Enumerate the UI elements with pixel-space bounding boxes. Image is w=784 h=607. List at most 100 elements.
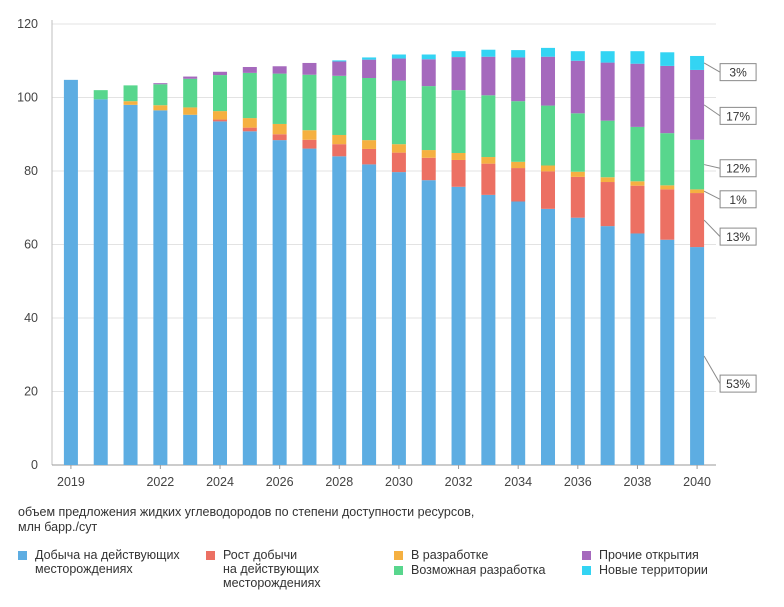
bar-segment-2020-s0	[93, 99, 108, 466]
bar-segment-2038-s2	[630, 181, 645, 186]
bar-segment-2036-s4	[570, 60, 585, 114]
legend-swatch	[394, 566, 403, 575]
bar-segment-2022-s2	[153, 105, 168, 111]
bar-segment-2034-s5	[511, 50, 526, 58]
bar-segment-2037-s3	[600, 120, 615, 178]
bar-segment-2028-s4	[332, 61, 347, 76]
bar-segment-2033-s0	[481, 194, 496, 465]
bar-segment-2024-s2	[212, 111, 228, 120]
bar-segment-2037-s5	[600, 51, 615, 63]
bar-segment-2029-s3	[362, 78, 377, 141]
x-tick-label: 2036	[564, 475, 592, 489]
bar-segment-2024-s4	[212, 71, 228, 76]
bar-segment-2024-s0	[212, 121, 228, 465]
legend-swatch	[18, 551, 27, 560]
bar-segment-2035-s5	[540, 47, 556, 57]
bar-segment-2033-s4	[481, 56, 496, 96]
bar-segment-2034-s3	[511, 101, 526, 162]
bar-segment-2023-s3	[183, 78, 198, 108]
bar-segment-2021-s0	[123, 104, 138, 465]
bar-segment-2031-s2	[421, 150, 436, 158]
bar-segment-2030-s2	[391, 144, 406, 153]
bar-segment-2025-s3	[242, 72, 257, 119]
bar-segment-2027-s2	[302, 130, 317, 140]
bar-segment-2038-s0	[630, 233, 645, 465]
y-tick-label: 100	[17, 91, 38, 105]
bar-segment-2019-s0	[63, 79, 78, 466]
annotation-box	[719, 63, 757, 82]
bar-segment-2031-s5	[421, 54, 436, 60]
legend-label: Прочие открытия	[599, 548, 699, 562]
bar-segment-2029-s2	[362, 140, 377, 149]
bar-segment-2031-s1	[421, 157, 436, 181]
bar-segment-2040-s1	[690, 193, 705, 248]
legend-label: Добыча на действующих месторождениях	[35, 548, 180, 576]
bar-segment-2027-s4	[302, 62, 317, 75]
bar-segment-2039-s0	[660, 239, 675, 465]
annotation-label: 13%	[726, 230, 750, 244]
bar-segment-2039-s5	[660, 52, 675, 66]
annotation-label: 17%	[726, 109, 750, 123]
bar-segment-2034-s1	[511, 168, 526, 202]
x-tick-label: 2040	[683, 475, 711, 489]
bar-segment-2033-s2	[481, 157, 496, 164]
bar-segment-2027-s1	[302, 139, 317, 149]
annotation-leader	[703, 219, 721, 237]
annotation-box	[719, 159, 757, 178]
x-tick-label: 2019	[57, 475, 85, 489]
bar-segment-2031-s4	[421, 59, 436, 87]
legend-swatch	[582, 551, 591, 560]
bar-segment-2032-s0	[451, 186, 466, 466]
bar-segment-2025-s2	[242, 118, 257, 128]
bar-segment-2024-s3	[212, 75, 228, 112]
bar-segment-2037-s2	[600, 177, 615, 183]
bar-segment-2033-s3	[481, 95, 496, 158]
chart-legend: Добыча на действующих месторождениях Рос…	[18, 546, 778, 606]
bar-segment-2025-s4	[242, 66, 257, 73]
bar-segment-2021-s3	[123, 85, 138, 102]
bar-segment-2028-s1	[332, 144, 347, 157]
annotation-leader	[703, 190, 721, 200]
bar-segment-2023-s2	[183, 107, 198, 115]
bar-segment-2031-s0	[421, 180, 436, 465]
bar-segment-2029-s0	[362, 164, 377, 465]
annotation-label: 1%	[729, 193, 747, 207]
bar-segment-2038-s4	[630, 63, 645, 127]
y-tick-label: 20	[24, 385, 38, 399]
bar-segment-2022-s0	[153, 110, 168, 466]
bar-segment-2035-s4	[540, 56, 556, 106]
bar-segment-2022-s4	[153, 83, 168, 85]
bar-segment-2032-s3	[451, 90, 466, 153]
bar-segment-2023-s0	[183, 114, 198, 466]
bar-segment-2029-s4	[362, 59, 377, 79]
x-tick-label: 2022	[146, 475, 174, 489]
bar-segment-2040-s5	[690, 55, 705, 70]
y-tick-label: 60	[24, 238, 38, 252]
bar-segment-2034-s0	[511, 201, 526, 465]
bar-segment-2039-s4	[660, 65, 675, 134]
bar-segment-2039-s1	[660, 189, 675, 240]
caption-line-1: объем предложения жидких углеводородов п…	[18, 505, 475, 519]
bar-segment-2038-s5	[630, 51, 645, 64]
legend-item-new-territories: Новые территории	[582, 563, 708, 577]
bar-segment-2034-s2	[511, 161, 526, 169]
bar-segment-2037-s0	[600, 226, 615, 465]
annotation-box	[719, 106, 757, 125]
bar-segment-2030-s0	[391, 172, 406, 466]
caption-line-2: млн барр./сут	[18, 520, 98, 534]
annotation-leader	[703, 355, 721, 384]
bar-segment-2039-s3	[660, 133, 675, 186]
bar-segment-2032-s2	[451, 152, 466, 160]
bar-segment-2033-s1	[481, 163, 496, 195]
annotation-leader	[703, 164, 721, 169]
bar-segment-2037-s1	[600, 182, 615, 227]
bar-segment-2027-s3	[302, 74, 317, 131]
y-tick-label: 40	[24, 311, 38, 325]
bar-segment-2032-s5	[451, 51, 466, 58]
legend-swatch	[582, 566, 591, 575]
bar-segment-2036-s1	[570, 176, 585, 218]
bar-segment-2029-s1	[362, 148, 377, 165]
bar-segment-2030-s1	[391, 152, 406, 173]
annotation-leader	[703, 62, 721, 73]
bar-segment-2026-s3	[272, 73, 287, 124]
